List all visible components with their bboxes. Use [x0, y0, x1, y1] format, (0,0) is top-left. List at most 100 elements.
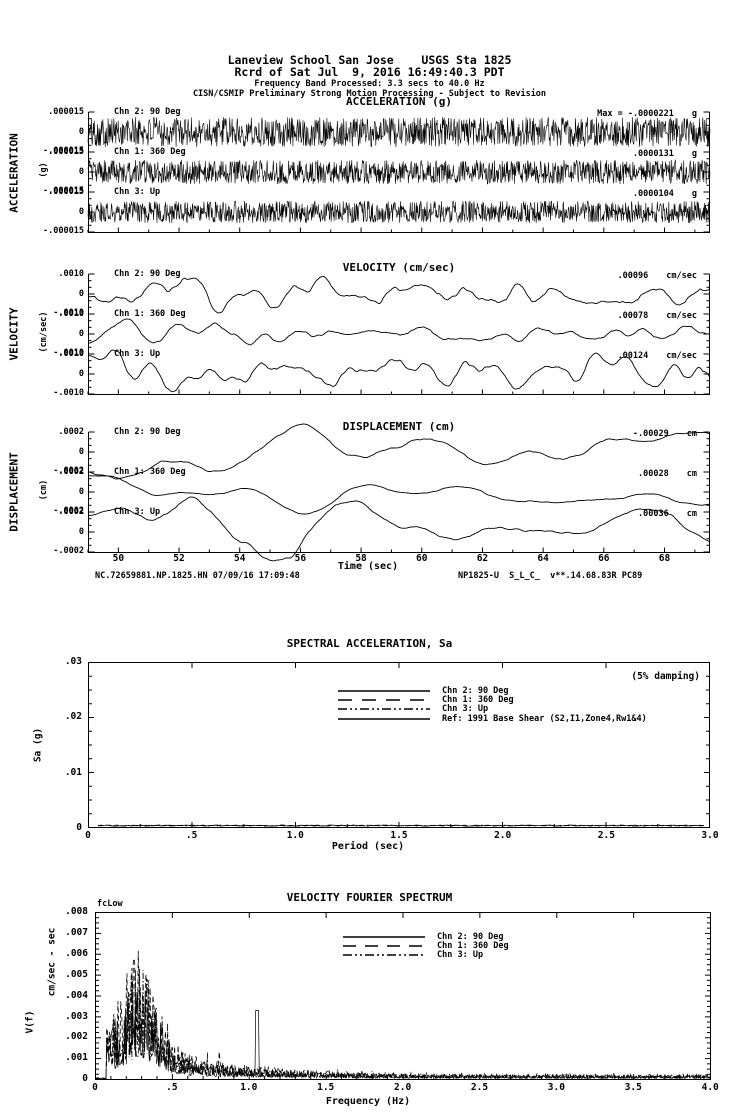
disp-strip-chn1: .0002 0 -.0002 Chn 1: 360 Deg .00028 cm — [53, 467, 711, 516]
disp-chn2-waveform — [87, 423, 711, 480]
time-axis — [87, 547, 710, 553]
fourier-y-tick-label: .007 — [65, 926, 88, 938]
acceleration-title: ACCELERATION (g) — [346, 95, 452, 108]
sa-x-tick-label: 1.5 — [390, 830, 408, 841]
fourier-x-tick-label: 2.0 — [394, 1082, 412, 1093]
y-tick-label: -.000015 — [43, 146, 84, 156]
dash-dot-line-icon — [338, 708, 430, 711]
y-tick-label: 0 — [78, 329, 84, 339]
sa-chart-title: SPECTRAL ACCELERATION, Sa — [286, 637, 453, 650]
y-tick-label: -.000015 — [43, 186, 84, 196]
legend-row: Chn 3: Up — [343, 950, 509, 961]
sa-x-tick-label: 2.5 — [597, 830, 615, 841]
time-tick-label: 58 — [355, 553, 367, 564]
legend-label: Chn 3: Up — [442, 704, 489, 715]
fourier-x-tick-label: 0 — [92, 1082, 98, 1093]
max-value: .00036 cm — [638, 509, 697, 519]
dashed-line-icon — [343, 945, 425, 947]
y-tick-label: .0002 — [58, 507, 84, 517]
y-tick-label: .000015 — [48, 187, 84, 197]
time-tick-label: 66 — [598, 553, 610, 564]
fourier-y-tick-label: .004 — [65, 989, 88, 1001]
fourier-x-tick-label: 3.5 — [624, 1082, 642, 1093]
sa-x-tick-label: 3.0 — [701, 830, 719, 841]
max-value: .0000131 g — [632, 149, 697, 159]
y-tick-label: 0 — [78, 289, 84, 299]
header-station-line: Laneview School San Jose USGS Sta 1825 — [227, 53, 512, 67]
channel-label: Chn 3: Up — [114, 187, 161, 197]
y-tick-label: 0 — [78, 369, 84, 379]
legend-label: Chn 3: Up — [437, 950, 484, 961]
accel-strip-chn1: .000015 0 -.000015 Chn 1: 360 Deg .00001… — [43, 147, 711, 196]
sa-y-tick-label: .02 — [64, 711, 82, 723]
fourier-y-tick-label: .002 — [65, 1031, 88, 1043]
fc-low-marker: fcLow — [97, 899, 123, 909]
max-value: .0000104 g — [632, 189, 697, 199]
sa-y-tick-label: .01 — [64, 766, 82, 778]
fourier-legend: Chn 2: 90 Deg Chn 1: 360 Deg Chn 3: Up — [343, 932, 509, 960]
max-value: Max = -.0000221 g — [597, 109, 697, 119]
legend-row: Chn 1: 360 Deg — [338, 695, 647, 706]
footer-processing-id: NP1825-U S_L_C_ v**.14.68.83R PC89 — [458, 571, 643, 581]
disp-chn1-waveform — [88, 471, 711, 515]
channel-label: Chn 2: 90 Deg — [114, 427, 181, 437]
y-tick-label: -.0002 — [53, 506, 84, 516]
velocity-title: VELOCITY (cm/sec) — [342, 261, 456, 274]
vel-chn2-waveform — [87, 273, 710, 315]
vel-bottom-axis — [87, 389, 710, 395]
max-value: .00078 cm/sec — [617, 311, 697, 321]
acceleration-axis-label: ACCELERATION — [7, 133, 21, 213]
header-freq-band-line: Frequency Band Processed: 3.3 secs to 40… — [254, 79, 485, 89]
y-tick-label: .0002 — [58, 467, 84, 477]
sa-x-axis-label: Period (sec) — [331, 841, 405, 852]
y-tick-label: 0 — [78, 127, 84, 137]
fourier-x-tick-label: 1.0 — [240, 1082, 258, 1093]
sa-legend: Chn 2: 90 Deg Chn 1: 360 Deg Chn 3: Up R… — [338, 686, 647, 724]
sa-x-tick-label: 2.0 — [494, 830, 512, 841]
channel-label: Chn 3: Up — [114, 349, 161, 359]
y-tick-label: .0010 — [58, 309, 84, 319]
velocity-axis-label: VELOCITY — [7, 307, 21, 361]
legend-label: Chn 1: 360 Deg — [442, 695, 514, 706]
fourier-x-tick-label: 4.0 — [701, 1082, 719, 1093]
displacement-axis-label: DISPLACEMENT — [7, 452, 21, 532]
time-axis-title: Time (sec) — [337, 561, 399, 572]
y-tick-label: -.0010 — [53, 348, 84, 358]
max-value: .00124 cm/sec — [617, 351, 697, 361]
fourier-x-tick-label: .5 — [166, 1082, 178, 1093]
accel-strip-chn2: .000015 0 -.000015 Chn 2: 90 Deg Max = -… — [43, 107, 711, 156]
disp-strip-chn2: .0002 0 -.0002 Chn 2: 90 Deg -.00029 cm — [53, 423, 711, 480]
accel-bottom-axis — [87, 227, 710, 233]
footer-record-id: NC.72659881.NP.1825.HN 07/09/16 17:09:48 — [95, 571, 300, 581]
fourier-x-tick-label: 1.5 — [317, 1082, 335, 1093]
y-tick-label: .0010 — [58, 269, 84, 279]
solid-line-icon — [338, 718, 430, 720]
y-tick-label: 0 — [78, 527, 84, 537]
time-tick-label: 56 — [294, 553, 307, 564]
fourier-y-tick-label: .003 — [65, 1010, 88, 1022]
fourier-chart-plot — [95, 912, 711, 1080]
y-tick-label: 0 — [78, 487, 84, 497]
fourier-y-tick-label: .005 — [65, 968, 88, 980]
y-tick-label: .000015 — [48, 107, 84, 117]
channel-label: Chn 1: 360 Deg — [114, 467, 186, 477]
header-record-line: Rcrd of Sat Jul 9, 2016 16:49:40.3 PDT — [234, 65, 505, 79]
legend-row: Chn 1: 360 Deg — [343, 941, 509, 951]
y-tick-label: 0 — [78, 447, 84, 457]
fourier-y-axis-var: V(f) — [24, 1010, 36, 1034]
time-tick-label: 54 — [233, 553, 246, 564]
sa-y-tick-label: .03 — [64, 656, 82, 667]
max-value: .00028 cm — [638, 469, 697, 479]
legend-label: Ref: 1991 Base Shear (S2,I1,Zone4,Rw1&4) — [442, 713, 647, 724]
fourier-x-tick-label: 2.5 — [470, 1082, 489, 1093]
max-value: .00096 cm/sec — [617, 271, 697, 281]
fourier-y-axis-units: cm/sec - sec — [46, 927, 58, 997]
fourier-y-tick-label: .006 — [65, 947, 88, 959]
channel-label: Chn 2: 90 Deg — [114, 107, 181, 117]
y-tick-label: -.0002 — [53, 466, 84, 476]
y-tick-label: .000015 — [48, 147, 84, 157]
dash-dot-line-icon — [343, 954, 425, 957]
time-tick-label: 60 — [416, 553, 428, 564]
max-value: -.00029 cm — [632, 429, 697, 439]
y-tick-label: 0 — [78, 167, 84, 177]
